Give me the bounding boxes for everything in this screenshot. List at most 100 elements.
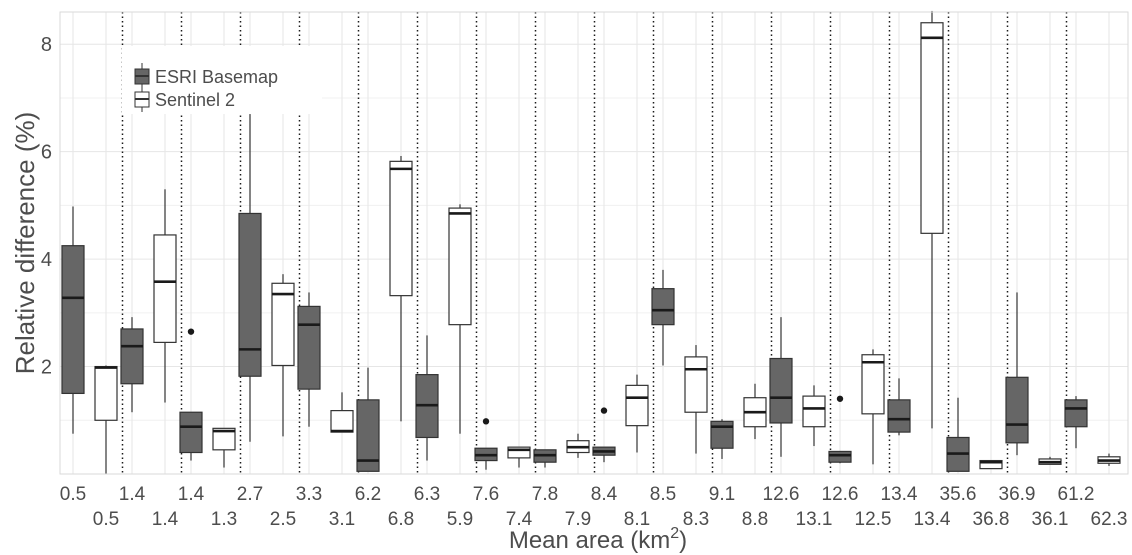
box-sentinel: [566, 433, 590, 458]
x-tick-label-esri: 2.7: [237, 484, 263, 505]
box-esri: [946, 397, 970, 472]
box-iqr: [861, 354, 885, 415]
box-iqr: [389, 160, 413, 297]
box-iqr: [356, 399, 380, 472]
box-esri: [179, 328, 203, 461]
box-iqr: [507, 446, 531, 459]
x-tick-label-esri: 7.6: [473, 484, 499, 505]
x-axis-tick-labels: 0.50.51.41.41.41.32.72.53.33.16.26.86.35…: [60, 484, 1128, 530]
box-esri: [651, 269, 675, 366]
box-sentinel: [1097, 453, 1121, 466]
box-esri: [828, 395, 852, 464]
x-tick-label-sentinel: 8.3: [683, 509, 709, 530]
box-esri: [887, 378, 911, 436]
box-esri: [297, 292, 321, 427]
x-tick-label-sentinel: 13.1: [796, 509, 833, 530]
plot-panel-border: [59, 11, 1129, 475]
box-sentinel: [861, 349, 885, 465]
box-esri: [592, 407, 616, 463]
x-tick-label-sentinel: 0.5: [93, 509, 119, 530]
x-tick-label-sentinel: 36.8: [973, 509, 1010, 530]
x-tick-label-esri: 61.2: [1058, 484, 1095, 505]
x-tick-label-sentinel: 7.4: [506, 509, 533, 530]
x-tick-label-esri: 12.6: [763, 484, 800, 505]
y-tick-label: 6: [41, 142, 52, 164]
box-esri: [238, 114, 262, 442]
box-iqr: [802, 395, 826, 428]
box-sentinel: [507, 446, 531, 468]
outlier-point: [836, 395, 844, 402]
box-esri: [356, 367, 380, 472]
box-iqr: [887, 399, 911, 433]
box-iqr: [1064, 399, 1088, 428]
box-sentinel: [802, 385, 826, 447]
x-tick-label-sentinel: 5.9: [447, 509, 473, 530]
x-tick-label-sentinel: 1.4: [152, 509, 179, 530]
y-axis-ticks: 2 4 6 8: [41, 34, 52, 378]
x-tick-label-esri: 8.5: [650, 484, 676, 505]
x-tick-label-esri: 1.4: [119, 484, 146, 505]
box-iqr: [769, 357, 793, 424]
x-tick-label-esri: 7.8: [532, 484, 558, 505]
box-sentinel: [271, 274, 295, 437]
box-esri: [61, 206, 85, 434]
box-sentinel: [625, 374, 649, 453]
box-sentinel: [330, 392, 354, 433]
box-iqr: [153, 234, 177, 343]
outlier-point: [187, 328, 195, 335]
x-axis-label-text: Mean area (km: [509, 527, 670, 554]
x-tick-label-esri: 36.9: [999, 484, 1036, 505]
box-iqr: [684, 356, 708, 413]
box-sentinel: [684, 345, 708, 454]
box-iqr: [710, 420, 734, 449]
box-iqr: [979, 459, 1003, 470]
box-iqr: [120, 328, 144, 385]
box-iqr: [625, 384, 649, 427]
box-iqr: [271, 282, 295, 367]
legend: ESRI Basemap Sentinel 2: [122, 46, 322, 114]
x-tick-label-esri: 12.6: [822, 484, 859, 505]
x-tick-label-sentinel: 36.1: [1032, 509, 1069, 530]
y-tick-label: 4: [41, 249, 52, 271]
box-iqr: [94, 365, 118, 421]
y-tick-label: 8: [41, 34, 52, 56]
x-tick-label-esri: 6.2: [355, 484, 381, 505]
box-iqr: [1005, 376, 1029, 444]
box-sentinel: [979, 459, 1003, 470]
x-tick-label-sentinel: 8.8: [742, 509, 768, 530]
box-iqr: [179, 411, 203, 454]
box-iqr: [212, 427, 236, 451]
y-axis-label: Relative difference (%): [10, 112, 40, 375]
box-esri: [1064, 396, 1088, 449]
box-sentinel: [1038, 456, 1062, 465]
x-tick-label-sentinel: 1.3: [211, 509, 237, 530]
x-tick-label-sentinel: 3.1: [329, 509, 355, 530]
x-tick-label-sentinel: 2.5: [270, 509, 296, 530]
y-tick-label: 2: [41, 357, 52, 379]
box-sentinel: [389, 155, 413, 422]
box-esri: [120, 317, 144, 413]
x-tick-label-sentinel: 6.8: [388, 509, 414, 530]
box-esri: [415, 335, 439, 461]
box-iqr: [330, 410, 354, 433]
x-tick-label-esri: 3.3: [296, 484, 322, 505]
x-tick-label-esri: 8.4: [591, 484, 618, 505]
x-tick-label-sentinel: 8.1: [624, 509, 650, 530]
box-sentinel: [920, 10, 944, 429]
x-axis-label-end: ): [679, 527, 687, 554]
box-iqr: [297, 305, 321, 390]
legend-key-sentinel: [134, 86, 150, 112]
legend-key-esri: [134, 63, 150, 89]
x-axis-label-superscript: 2: [670, 525, 679, 542]
x-axis-label: Mean area (km2): [509, 525, 687, 554]
box-sentinel: [212, 427, 236, 468]
box-iqr: [651, 288, 675, 326]
x-tick-label-esri: 35.6: [940, 484, 977, 505]
box-iqr: [828, 450, 852, 463]
x-tick-label-sentinel: 7.9: [565, 509, 591, 530]
legend-label-esri: ESRI Basemap: [155, 67, 278, 87]
box-esri: [1005, 292, 1029, 456]
x-tick-label-esri: 6.3: [414, 484, 440, 505]
box-sentinel: [448, 204, 472, 434]
box-iqr: [61, 245, 85, 395]
